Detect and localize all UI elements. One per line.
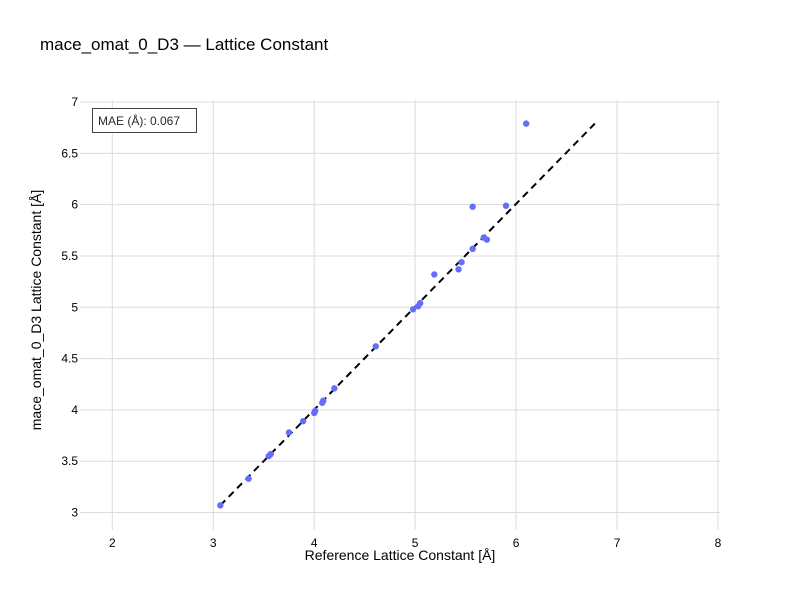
y-tick-label: 6 — [71, 198, 78, 212]
data-point — [320, 397, 327, 404]
reference-line-group — [219, 122, 596, 507]
y-tick-label: 4.5 — [61, 352, 78, 366]
data-point — [267, 450, 274, 458]
data-point — [469, 245, 476, 253]
y-axis-label: mace_omat_0_D3 Lattice Constant [Å] — [28, 190, 44, 430]
mae-annotation-box — [92, 108, 197, 133]
y-tick-label: 3.5 — [61, 454, 78, 468]
data-point — [416, 299, 424, 307]
data-point — [331, 385, 338, 392]
data-point — [455, 266, 462, 273]
mae-annotation-text: MAE (Å): 0.067 — [98, 113, 180, 128]
data-point — [299, 418, 307, 425]
y-tick-label: 3 — [71, 506, 78, 520]
data-point — [285, 429, 293, 436]
data-point — [431, 271, 438, 278]
data-point — [502, 202, 510, 209]
chart-title: mace_omat_0_D3 — Lattice Constant — [40, 35, 328, 54]
data-point — [483, 236, 491, 243]
x-tick-label: 7 — [614, 536, 621, 550]
x-tick-label: 4 — [311, 536, 318, 550]
data-point — [409, 306, 417, 313]
x-tick-labels: 2 3 4 5 6 7 8 — [109, 536, 722, 550]
data-point — [312, 407, 319, 415]
data-points — [217, 120, 530, 509]
y-tick-label: 5 — [71, 300, 78, 314]
x-tick-label: 2 — [109, 536, 116, 550]
y-tick-label: 6.5 — [61, 146, 78, 160]
x-tick-label: 3 — [210, 536, 217, 550]
data-point — [522, 120, 530, 127]
data-point — [245, 475, 252, 482]
x-tick-label: 8 — [715, 536, 722, 550]
data-point — [458, 258, 465, 266]
mae-annotation: MAE (Å): 0.067 — [92, 108, 197, 133]
x-axis-label: Reference Lattice Constant [Å] — [305, 547, 496, 563]
y-tick-label: 5.5 — [61, 249, 78, 263]
y-tick-labels: 3 3.5 4 4.5 5 5.5 6 6.5 7 — [61, 95, 78, 520]
x-tick-label: 5 — [412, 536, 419, 550]
y-tick-label: 4 — [71, 403, 78, 417]
grid-lines — [80, 100, 720, 530]
data-point — [469, 203, 476, 210]
data-point — [217, 502, 224, 509]
data-point — [372, 343, 379, 350]
x-tick-label: 6 — [513, 536, 520, 550]
reference-line — [219, 122, 596, 507]
y-tick-label: 7 — [71, 95, 78, 109]
